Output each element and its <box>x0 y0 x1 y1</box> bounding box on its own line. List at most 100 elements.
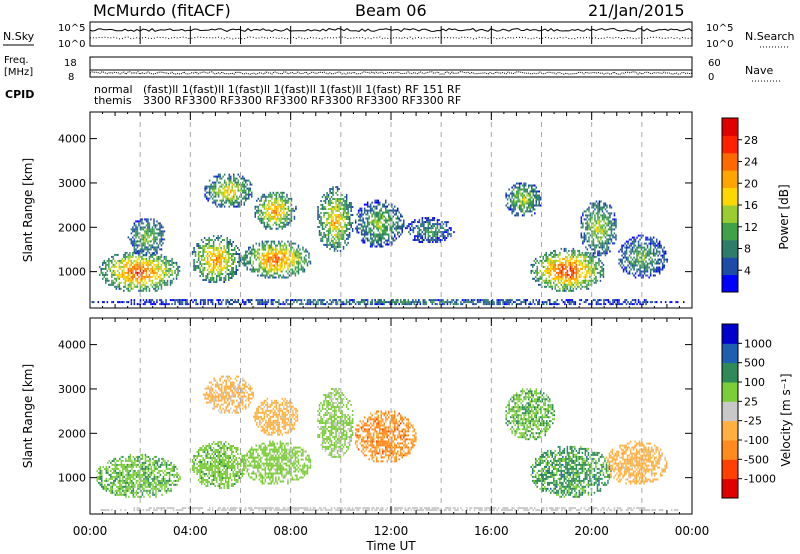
data-cell <box>646 238 649 241</box>
data-cell <box>231 259 233 261</box>
data-cell <box>120 265 122 268</box>
data-cell <box>533 263 535 266</box>
data-cell <box>232 267 234 269</box>
data-cell <box>329 228 331 230</box>
data-cell <box>257 252 259 255</box>
data-cell <box>324 233 327 236</box>
data-cell <box>394 227 396 230</box>
data-cell <box>512 204 515 207</box>
data-cell <box>330 192 333 194</box>
data-cell <box>371 219 373 222</box>
data-cell <box>377 221 379 224</box>
data-cell <box>401 225 403 228</box>
data-cell <box>580 259 582 262</box>
data-cell <box>223 173 226 176</box>
data-cell <box>258 254 261 257</box>
data-cell <box>332 190 334 192</box>
data-cell <box>136 279 139 282</box>
data-cell <box>132 281 134 284</box>
data-cell <box>286 221 288 224</box>
data-cell <box>398 225 400 228</box>
data-cell <box>565 283 567 286</box>
data-cell <box>271 211 273 214</box>
data-cell <box>296 266 298 269</box>
data-cell <box>288 303 291 306</box>
data-cell <box>571 271 573 274</box>
data-cell <box>348 303 351 306</box>
data-cell <box>559 271 561 274</box>
data-cell <box>648 258 650 261</box>
data-cell <box>619 260 622 263</box>
data-cell <box>654 252 656 255</box>
data-cell <box>277 227 279 230</box>
data-cell <box>263 242 265 245</box>
data-cell <box>376 239 378 242</box>
data-cell <box>563 279 566 282</box>
data-cell <box>595 277 597 280</box>
data-cell <box>138 236 140 239</box>
data-cell <box>578 253 581 256</box>
data-cell <box>592 212 595 215</box>
data-cell <box>526 206 528 209</box>
data-cell <box>369 203 372 206</box>
data-cell <box>412 299 414 302</box>
data-cell <box>282 268 285 271</box>
data-cell <box>139 248 142 251</box>
data-cell <box>574 251 576 254</box>
data-cell <box>360 213 363 216</box>
data-cell <box>271 227 273 230</box>
data-cell <box>572 249 575 252</box>
data-cell <box>568 277 570 280</box>
data-cell <box>159 281 161 284</box>
data-cell <box>302 246 304 249</box>
data-cell <box>518 198 521 201</box>
data-cell <box>135 248 137 251</box>
data-cell <box>377 233 379 236</box>
data-cell <box>280 197 282 200</box>
data-cell <box>228 193 230 196</box>
data-cell <box>435 241 437 243</box>
data-cell <box>357 231 360 234</box>
data-cell <box>591 216 593 219</box>
data-cell <box>287 201 290 204</box>
data-cell <box>487 299 489 302</box>
data-cell <box>610 234 613 237</box>
data-cell <box>379 225 381 228</box>
data-cell <box>645 252 647 255</box>
data-cell <box>345 196 348 198</box>
data-cell <box>565 263 567 266</box>
data-cell <box>157 263 160 266</box>
data-cell <box>365 227 367 230</box>
data-cell <box>394 233 396 236</box>
data-cell <box>590 257 593 260</box>
data-cell <box>441 225 443 228</box>
data-cell <box>205 263 207 265</box>
data-cell <box>283 223 285 226</box>
data-cell <box>148 224 151 227</box>
data-cell <box>345 230 348 232</box>
data-cell <box>220 303 223 306</box>
data-cell <box>333 233 336 236</box>
data-cell <box>257 217 260 220</box>
data-cell <box>327 204 330 206</box>
data-cell <box>274 199 276 202</box>
data-cell <box>267 301 270 304</box>
data-cell <box>518 206 521 209</box>
data-cell <box>341 233 343 236</box>
data-cell <box>178 269 181 272</box>
data-cell <box>145 301 148 304</box>
data-cell <box>231 253 233 255</box>
data-cell <box>156 252 158 255</box>
data-cell <box>333 224 336 226</box>
data-cell <box>630 260 632 263</box>
data-cell <box>350 303 352 306</box>
data-cell <box>257 268 259 271</box>
data-cell <box>514 184 516 187</box>
data-cell <box>386 243 388 246</box>
data-cell <box>235 273 237 275</box>
data-cell <box>615 236 617 239</box>
data-cell <box>133 250 136 253</box>
data-cell <box>218 271 221 273</box>
data-cell <box>219 299 221 302</box>
data-cell <box>453 231 455 234</box>
